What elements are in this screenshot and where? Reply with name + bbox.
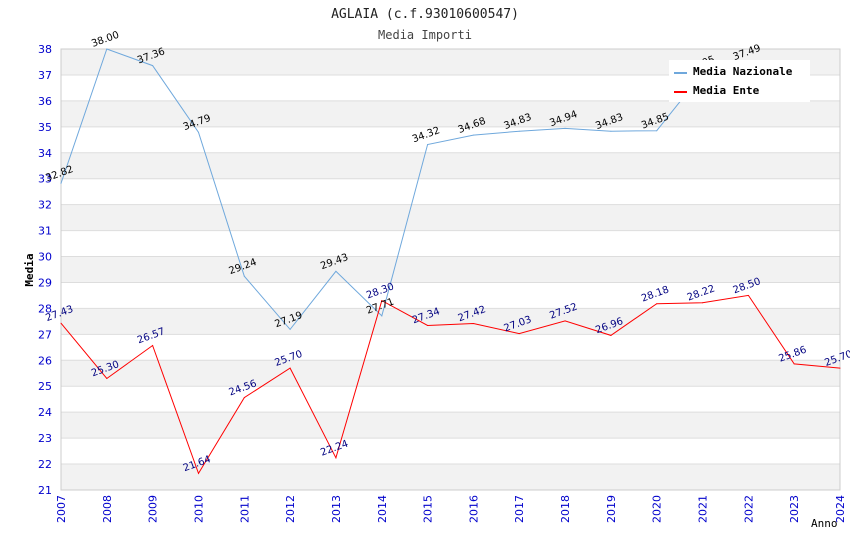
data-point-media-nazionale	[518, 130, 520, 132]
background-band	[61, 412, 840, 439]
background-band	[61, 308, 840, 335]
x-tick-label: 2013	[330, 495, 343, 523]
x-tick-label: 2022	[742, 495, 755, 523]
data-point-media-ente	[60, 322, 62, 324]
x-tick-label: 2024	[834, 495, 847, 523]
y-tick-label: 28	[38, 302, 52, 315]
y-tick-label: 36	[38, 95, 52, 108]
data-point-media-ente	[793, 363, 795, 365]
x-axis-ticks: 2007 2008 2009 2010 2011 2012 2013 2014 2015 2016…	[55, 495, 847, 523]
series-layer	[60, 48, 841, 475]
legend-box	[669, 60, 810, 102]
data-point-media-ente	[381, 300, 383, 302]
x-tick-label: 2011	[238, 495, 251, 523]
data-point-media-ente	[564, 320, 566, 322]
data-point-media-ente	[197, 472, 199, 474]
data-point-media-ente	[106, 377, 108, 379]
data-label-media-ente: 28.18	[640, 284, 671, 304]
x-tick-label: 2019	[605, 495, 618, 523]
data-point-media-ente	[610, 334, 612, 336]
data-point-media-ente	[243, 397, 245, 399]
y-tick-label: 23	[38, 432, 52, 445]
x-tick-label: 2015	[422, 495, 435, 523]
x-tick-label: 2020	[651, 495, 664, 523]
y-tick-label: 34	[38, 147, 52, 160]
data-point-media-nazionale	[472, 134, 474, 136]
background-band	[61, 204, 840, 231]
y-tick-label: 33	[38, 173, 52, 186]
data-point-media-nazionale	[381, 315, 383, 317]
x-tick-label: 2010	[192, 495, 205, 523]
data-point-media-nazionale	[197, 131, 199, 133]
background-band	[61, 100, 840, 127]
x-tick-label: 2008	[101, 495, 114, 523]
y-tick-label: 25	[38, 380, 52, 393]
y-axis-title: Media	[23, 253, 36, 286]
background-band	[61, 152, 840, 179]
y-tick-label: 24	[38, 406, 52, 419]
y-tick-label: 29	[38, 276, 52, 289]
data-point-media-ente	[747, 294, 749, 296]
legend: Media Nazionale Media Ente	[669, 60, 810, 102]
y-tick-label: 22	[38, 458, 52, 471]
data-point-media-nazionale	[60, 182, 62, 184]
y-tick-label: 37	[38, 69, 52, 82]
y-tick-label: 32	[38, 199, 52, 212]
data-point-media-nazionale	[610, 130, 612, 132]
data-point-media-ente	[702, 302, 704, 304]
data-point-media-ente	[472, 322, 474, 324]
x-tick-label: 2009	[147, 495, 160, 523]
series-line-media-ente	[60, 294, 841, 475]
y-tick-label: 21	[38, 484, 52, 497]
y-tick-label: 27	[38, 328, 52, 341]
y-tick-label: 30	[38, 251, 52, 264]
plot-frame	[60, 48, 841, 491]
data-point-media-nazionale	[335, 270, 337, 272]
x-tick-label: 2007	[55, 495, 68, 523]
data-label-media-nazionale: 38.00	[90, 30, 121, 50]
data-point-media-nazionale	[106, 48, 108, 50]
data-point-media-ente	[518, 333, 520, 335]
x-tick-label: 2016	[467, 495, 480, 523]
chart-title: AGLAIA (c.f.93010600547)	[331, 7, 519, 22]
data-point-media-nazionale	[243, 275, 245, 277]
data-point-media-ente	[335, 457, 337, 459]
background-band	[61, 464, 840, 490]
data-point-media-nazionale	[427, 143, 429, 145]
data-point-media-nazionale	[564, 127, 566, 129]
y-tick-label: 26	[38, 354, 52, 367]
data-label-media-nazionale: 32.82	[44, 164, 75, 184]
x-tick-label: 2017	[513, 495, 526, 523]
background-band	[61, 360, 840, 387]
background-band	[61, 256, 840, 283]
data-point-media-nazionale	[152, 65, 154, 67]
legend-label-media-ente: Media Ente	[693, 84, 760, 97]
legend-label-media-nazionale: Media Nazionale	[693, 65, 793, 78]
x-tick-label: 2018	[559, 495, 572, 523]
x-tick-label: 2014	[376, 495, 389, 523]
background-bands	[61, 49, 840, 490]
data-point-media-ente	[427, 325, 429, 327]
data-point-media-nazionale	[289, 328, 291, 330]
y-tick-label: 31	[38, 225, 52, 238]
series-line-media-nazionale	[60, 48, 749, 331]
data-point-media-nazionale	[656, 130, 658, 132]
data-point-media-ente	[656, 303, 658, 305]
x-tick-label: 2021	[697, 495, 710, 523]
x-tick-label: 2023	[788, 495, 801, 523]
data-label-media-ente: 28.22	[686, 283, 717, 303]
y-tick-label: 35	[38, 121, 52, 134]
y-tick-label: 38	[38, 43, 52, 56]
data-point-media-ente	[152, 345, 154, 347]
chart-subtitle: Media Importi	[378, 28, 472, 42]
y-axis-ticks: 21 22 23 24 25 26 27 28 29 30 31 32 33 34 35 36 37 38	[38, 43, 52, 497]
x-axis-title: Anno	[811, 517, 838, 530]
data-point-media-ente	[289, 367, 291, 369]
x-tick-label: 2012	[284, 495, 297, 523]
data-point-media-ente	[839, 367, 841, 369]
